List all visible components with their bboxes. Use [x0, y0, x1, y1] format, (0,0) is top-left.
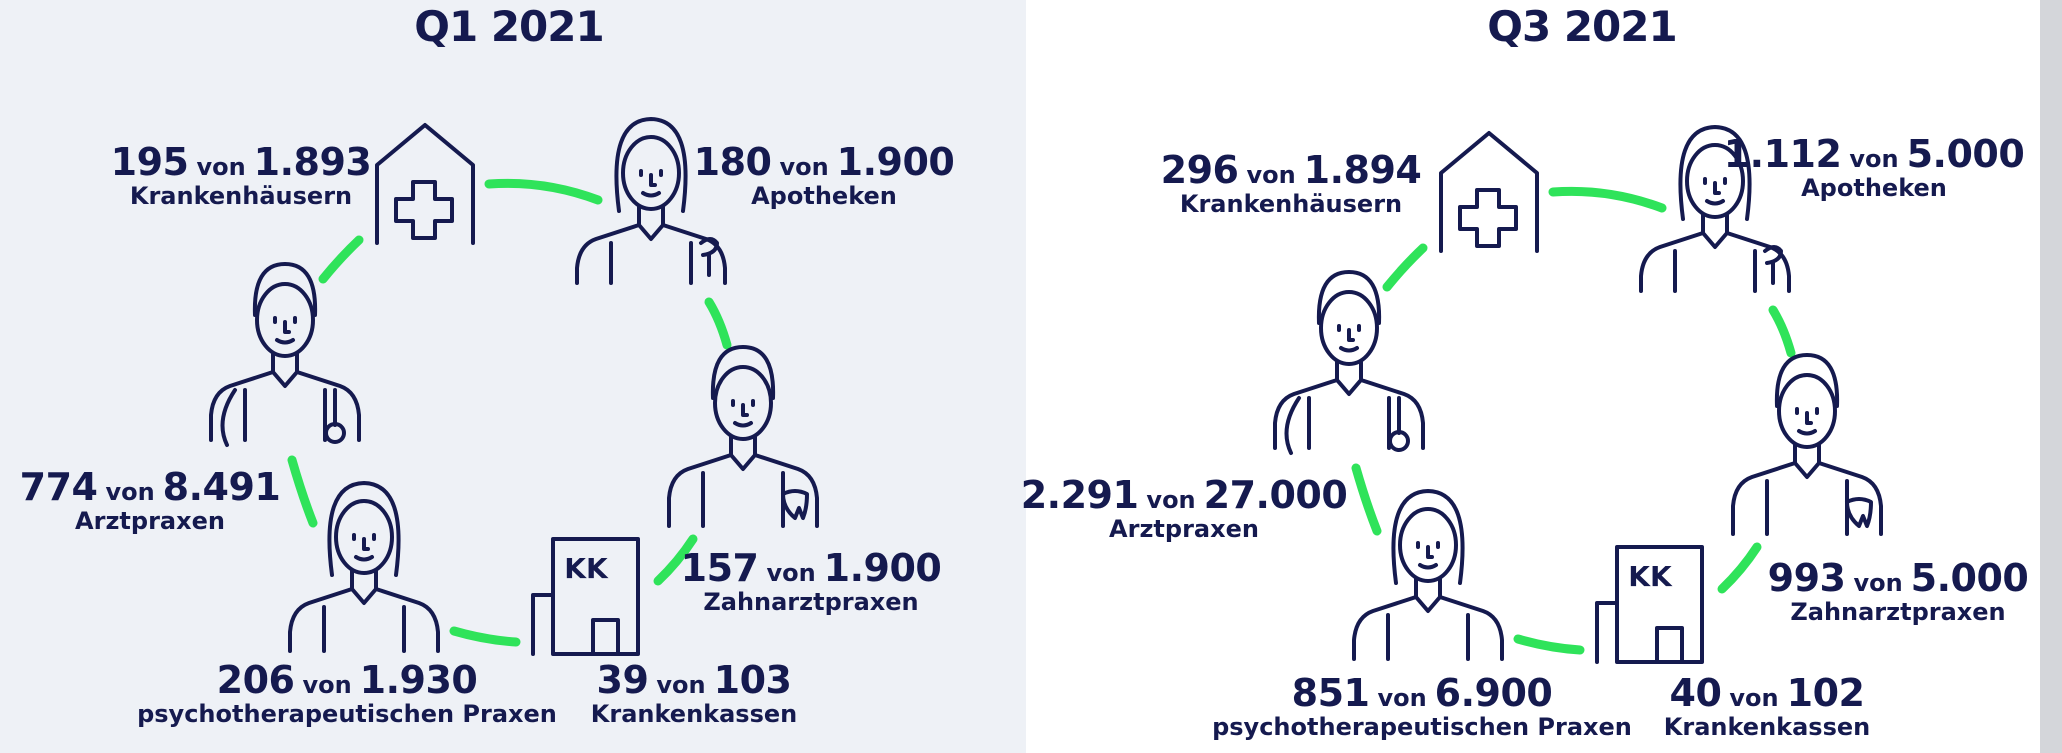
page: KK Q1 2021195von1.893Krankenhäusern180vo…	[0, 0, 2062, 753]
stat-count: 1.112	[1724, 132, 1842, 176]
stat-label: Krankenhäusern	[111, 182, 372, 210]
panel-title: Q3 2021	[1487, 2, 1676, 51]
stat-count: 851	[1292, 671, 1370, 715]
stat-total: 1.900	[824, 546, 942, 590]
stat-total: 1.930	[360, 658, 478, 702]
stat-total: 6.900	[1435, 671, 1553, 715]
stat-label: Apotheken	[1724, 174, 2025, 202]
stat-separator: von	[1849, 145, 1898, 173]
stat-total: 1.900	[837, 140, 955, 184]
stat-separator: von	[779, 153, 828, 181]
stat-label: Zahnarztpraxen	[681, 588, 942, 616]
stat-separator: von	[1246, 161, 1295, 189]
stat-count: 39	[597, 658, 649, 702]
stat-count: 180	[694, 140, 772, 184]
stat-count: 2.291	[1021, 473, 1139, 517]
stat-label: psychotherapeutischen Praxen	[137, 700, 557, 728]
stat-total: 103	[714, 658, 792, 702]
panel-title: Q1 2021	[414, 2, 603, 51]
stat-count: 195	[111, 140, 189, 184]
icons: KK	[0, 0, 2040, 753]
stat-label: Krankenhäusern	[1161, 190, 1422, 218]
stat-separator: von	[1729, 684, 1778, 712]
stat-label: psychotherapeutischen Praxen	[1212, 713, 1632, 741]
stat-total: 8.491	[163, 465, 281, 509]
stat-label: Krankenkassen	[1664, 713, 1870, 741]
stat-separator: von	[656, 671, 705, 699]
stat-count: 993	[1768, 556, 1846, 600]
stat-count: 774	[20, 465, 98, 509]
stat-label: Zahnarztpraxen	[1768, 598, 2029, 626]
stat-count: 296	[1161, 148, 1239, 192]
stat-total: 1.894	[1304, 148, 1422, 192]
stat-separator: von	[1146, 486, 1195, 514]
stat-label: Krankenkassen	[591, 700, 797, 728]
stat-total: 5.000	[1911, 556, 2029, 600]
stat-separator: von	[196, 153, 245, 181]
stat-label: Arztpraxen	[1021, 515, 1348, 543]
scrollbar	[2040, 0, 2062, 753]
stat-total: 27.000	[1204, 473, 1348, 517]
stat-total: 102	[1787, 671, 1865, 715]
stat-separator: von	[1377, 684, 1426, 712]
stat-separator: von	[105, 478, 154, 506]
stat-label: Arztpraxen	[20, 507, 281, 535]
stat-total: 5.000	[1907, 132, 2025, 176]
stat-count: 157	[681, 546, 759, 590]
stat-label: Apotheken	[694, 182, 955, 210]
stat-total: 1.893	[254, 140, 372, 184]
stat-count: 206	[217, 658, 295, 702]
stat-count: 40	[1670, 671, 1722, 715]
stat-separator: von	[766, 559, 815, 587]
stat-separator: von	[302, 671, 351, 699]
stat-separator: von	[1853, 569, 1902, 597]
